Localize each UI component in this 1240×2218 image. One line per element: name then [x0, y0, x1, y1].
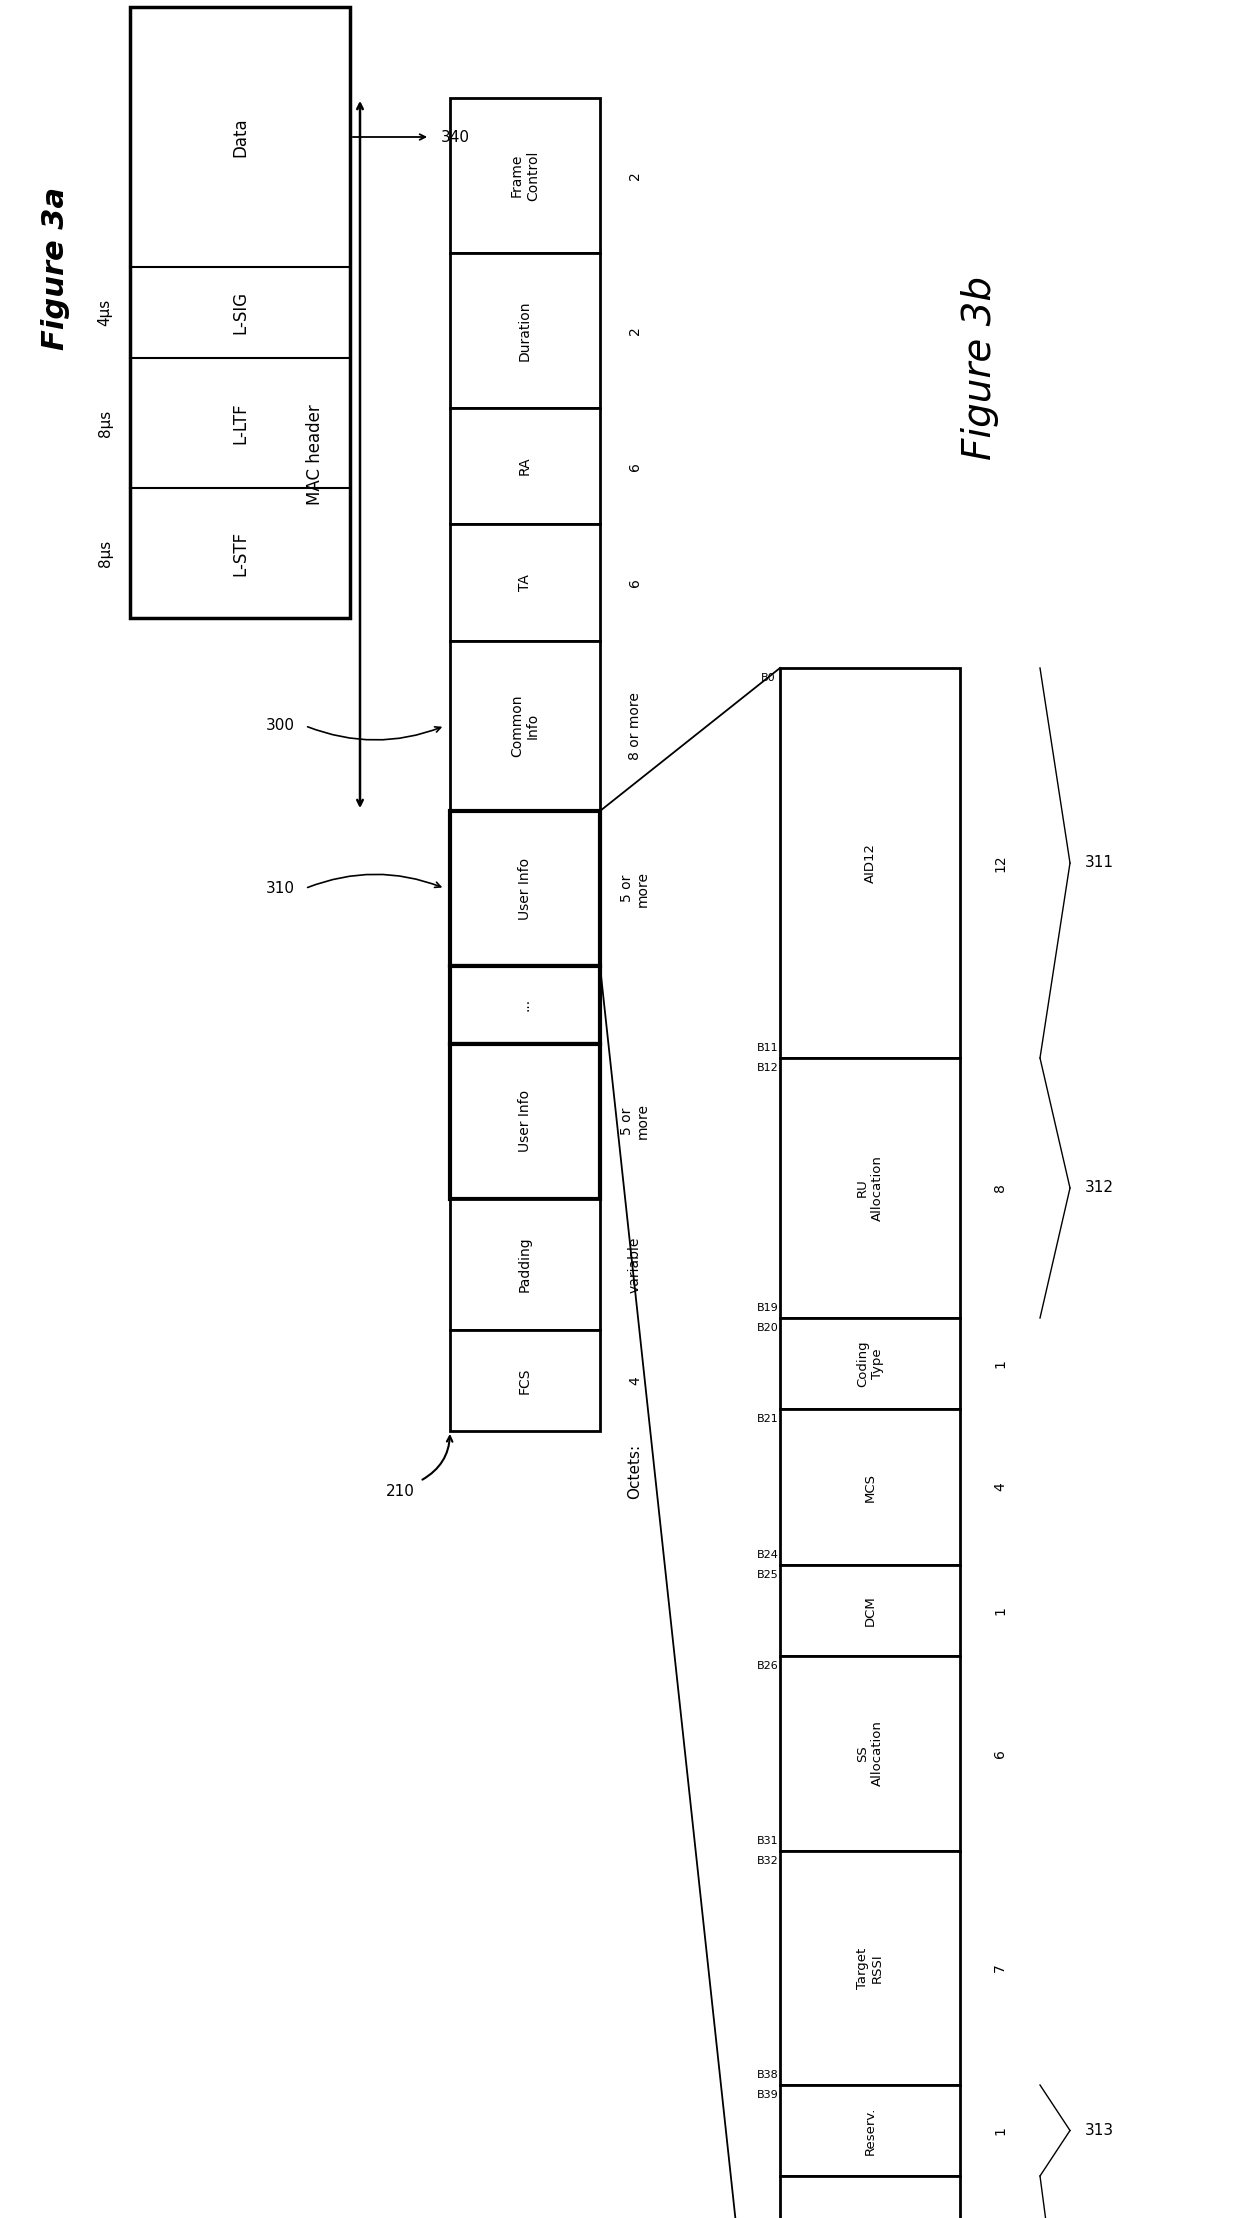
Text: 1: 1	[993, 1360, 1007, 1369]
Text: 210: 210	[386, 1484, 414, 1499]
Text: 8μs: 8μs	[98, 410, 113, 437]
Text: B21: B21	[758, 1415, 779, 1424]
Bar	[450, 641, 600, 812]
Text: B26: B26	[758, 1661, 779, 1670]
Text: 340: 340	[440, 129, 470, 144]
Bar	[130, 7, 350, 619]
Text: 300: 300	[265, 719, 295, 734]
Text: 2: 2	[627, 171, 642, 180]
Text: Common
Info: Common Info	[510, 694, 541, 756]
Bar	[780, 1657, 960, 1852]
Bar	[450, 523, 600, 641]
Text: Target
RSSI: Target RSSI	[856, 1947, 884, 1990]
Text: Frame
Control: Frame Control	[510, 151, 541, 200]
Text: B12: B12	[758, 1062, 779, 1074]
Text: 8: 8	[993, 1184, 1007, 1193]
Text: B25: B25	[758, 1570, 779, 1579]
Bar	[780, 668, 960, 1058]
Text: FCS: FCS	[518, 1366, 532, 1393]
Bar	[780, 2176, 960, 2218]
Text: User Info: User Info	[518, 858, 532, 920]
Text: B32: B32	[758, 1856, 779, 1865]
Bar	[780, 1408, 960, 1566]
Text: RU
Allocation: RU Allocation	[856, 1156, 884, 1220]
Text: Figure 3a: Figure 3a	[41, 186, 69, 350]
Text: ...: ...	[518, 998, 532, 1011]
Text: B31: B31	[758, 1837, 779, 1845]
Text: variable: variable	[627, 1235, 642, 1293]
Bar	[780, 1852, 960, 2085]
Text: Duration: Duration	[518, 299, 532, 362]
Text: 6: 6	[993, 1750, 1007, 1759]
Text: B24: B24	[758, 1550, 779, 1559]
Text: 12: 12	[993, 854, 1007, 872]
Text: 311: 311	[1085, 856, 1114, 869]
Text: AID12: AID12	[863, 843, 877, 883]
Text: B19: B19	[758, 1302, 779, 1313]
Text: Data: Data	[231, 118, 249, 157]
Text: 4: 4	[627, 1375, 642, 1384]
Text: L-SIG: L-SIG	[231, 291, 249, 335]
Text: 8μs: 8μs	[98, 539, 113, 566]
Text: 4: 4	[993, 1482, 1007, 1490]
Text: B38: B38	[758, 2069, 779, 2080]
Text: Padding: Padding	[518, 1238, 532, 1293]
Text: 6: 6	[627, 461, 642, 470]
Text: 2: 2	[627, 326, 642, 335]
Text: Reserv.: Reserv.	[863, 2107, 877, 2154]
Text: B0: B0	[760, 672, 775, 683]
Text: 6: 6	[627, 579, 642, 588]
Text: B20: B20	[758, 1322, 779, 1333]
Text: 312: 312	[1085, 1180, 1114, 1196]
Text: 310: 310	[265, 881, 295, 896]
Bar	[450, 98, 600, 253]
Text: B39: B39	[758, 2089, 779, 2100]
Text: 5 or
more: 5 or more	[620, 1102, 650, 1140]
Bar	[450, 967, 600, 1042]
Text: TA: TA	[518, 574, 532, 590]
Text: 7: 7	[993, 1963, 1007, 1972]
Text: 8 or more: 8 or more	[627, 692, 642, 761]
Text: 5 or
more: 5 or more	[620, 869, 650, 907]
Text: 4μs: 4μs	[98, 299, 113, 326]
Text: L-STF: L-STF	[231, 530, 249, 574]
Bar	[450, 1042, 600, 1198]
Bar	[780, 1566, 960, 1657]
Bar	[450, 1198, 600, 1331]
Bar	[780, 2085, 960, 2176]
Text: 1: 1	[993, 1606, 1007, 1615]
Text: DCM: DCM	[863, 1595, 877, 1626]
Bar	[450, 408, 600, 523]
Text: L-LTF: L-LTF	[231, 401, 249, 444]
Text: MCS: MCS	[863, 1473, 877, 1502]
Text: 1: 1	[993, 2127, 1007, 2136]
Text: Coding
Type: Coding Type	[856, 1340, 884, 1386]
Text: RA: RA	[518, 457, 532, 475]
Bar	[450, 253, 600, 408]
Text: SS
Allocation: SS Allocation	[856, 1721, 884, 1785]
Text: B11: B11	[758, 1042, 779, 1054]
Text: MAC header: MAC header	[306, 404, 324, 506]
Text: Octets:: Octets:	[627, 1444, 642, 1499]
Bar	[450, 1331, 600, 1431]
Text: User Info: User Info	[518, 1089, 532, 1151]
Bar	[450, 812, 600, 967]
Text: 313: 313	[1085, 2123, 1114, 2138]
Bar	[780, 1058, 960, 1317]
Bar	[780, 1317, 960, 1408]
Text: Figure 3b: Figure 3b	[961, 275, 999, 459]
